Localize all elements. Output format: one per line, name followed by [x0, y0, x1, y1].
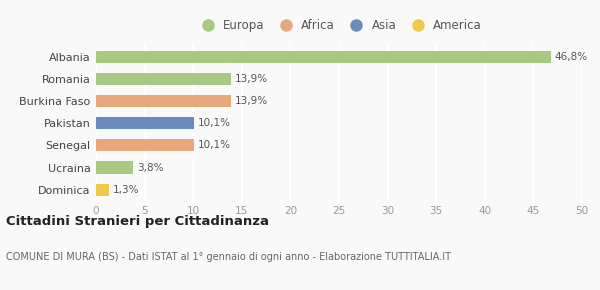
- Bar: [96, 73, 231, 85]
- Bar: [96, 162, 133, 174]
- Text: 10,1%: 10,1%: [198, 140, 231, 151]
- Bar: [96, 117, 194, 129]
- Text: COMUNE DI MURA (BS) - Dati ISTAT al 1° gennaio di ogni anno - Elaborazione TUTTI: COMUNE DI MURA (BS) - Dati ISTAT al 1° g…: [6, 252, 451, 262]
- Text: 3,8%: 3,8%: [137, 162, 163, 173]
- Text: 13,9%: 13,9%: [235, 74, 268, 84]
- Bar: [96, 139, 194, 151]
- Bar: [96, 184, 109, 196]
- Text: 10,1%: 10,1%: [198, 118, 231, 128]
- Legend: Europa, Africa, Asia, America: Europa, Africa, Asia, America: [191, 14, 487, 37]
- Text: Cittadini Stranieri per Cittadinanza: Cittadini Stranieri per Cittadinanza: [6, 215, 269, 228]
- Text: 13,9%: 13,9%: [235, 96, 268, 106]
- Bar: [96, 51, 551, 63]
- Text: 46,8%: 46,8%: [555, 52, 588, 62]
- Text: 1,3%: 1,3%: [113, 185, 139, 195]
- Bar: [96, 95, 231, 107]
